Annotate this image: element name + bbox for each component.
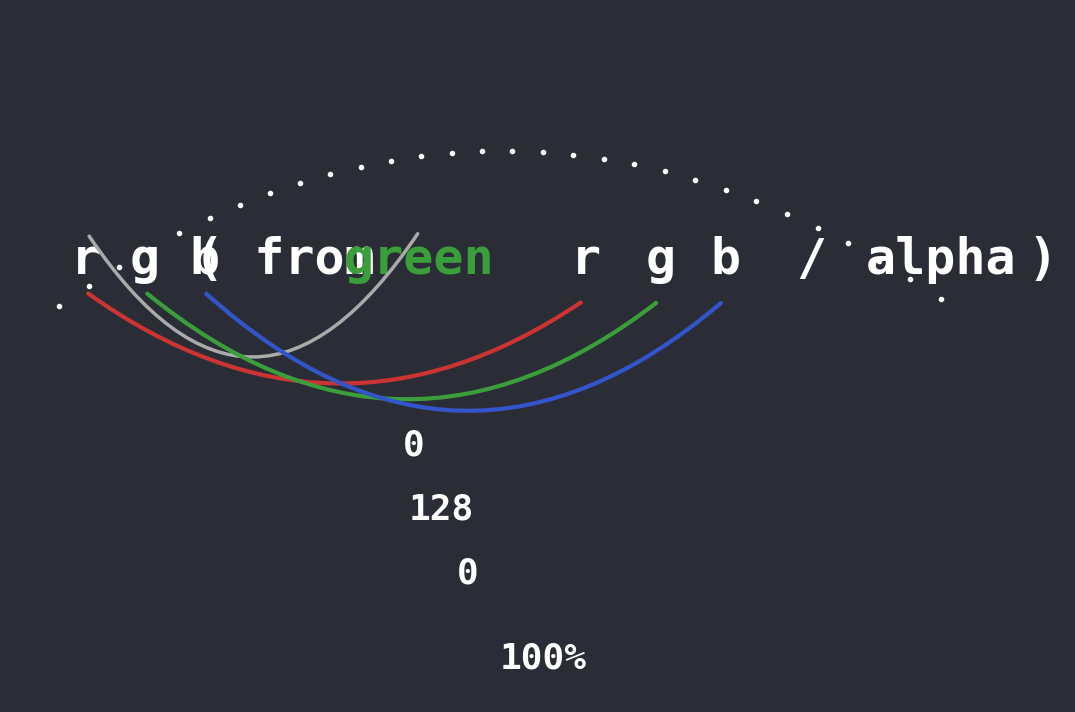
- Point: [778, 208, 796, 219]
- FancyArrowPatch shape: [89, 234, 418, 357]
- Text: r: r: [71, 236, 101, 284]
- Text: 128: 128: [408, 492, 473, 526]
- Point: [413, 150, 430, 162]
- Point: [656, 166, 673, 177]
- Point: [596, 153, 613, 164]
- Text: g: g: [130, 236, 160, 284]
- Point: [111, 261, 128, 273]
- Point: [473, 145, 490, 157]
- Text: alpha: alpha: [865, 236, 1016, 284]
- Point: [383, 155, 400, 166]
- Point: [81, 280, 98, 291]
- FancyArrowPatch shape: [88, 293, 580, 384]
- Point: [748, 195, 765, 206]
- Text: 0: 0: [403, 428, 425, 462]
- Text: 0: 0: [457, 556, 478, 590]
- Point: [201, 213, 218, 224]
- Point: [141, 244, 158, 255]
- Text: b: b: [189, 236, 219, 284]
- FancyArrowPatch shape: [147, 293, 656, 399]
- Point: [840, 238, 857, 249]
- Point: [352, 161, 369, 172]
- Text: /: /: [797, 236, 827, 284]
- Text: 100%: 100%: [500, 642, 586, 676]
- Text: b: b: [711, 236, 741, 284]
- Point: [717, 184, 734, 195]
- Point: [534, 147, 551, 158]
- Text: r: r: [571, 236, 601, 284]
- Text: g: g: [646, 236, 676, 284]
- Point: [51, 300, 68, 312]
- FancyArrowPatch shape: [206, 294, 721, 411]
- Point: [901, 273, 918, 285]
- Point: [291, 177, 309, 189]
- Point: [564, 149, 582, 160]
- Point: [504, 145, 521, 157]
- Point: [626, 159, 643, 170]
- FancyArrowPatch shape: [850, 245, 938, 298]
- Text: green: green: [344, 236, 494, 284]
- Point: [809, 222, 827, 234]
- Text: ): ): [1028, 236, 1058, 284]
- Point: [171, 227, 188, 239]
- Text: ( from: ( from: [195, 236, 375, 284]
- Point: [261, 187, 278, 199]
- Point: [871, 255, 888, 266]
- Point: [321, 168, 339, 179]
- Point: [932, 293, 949, 305]
- Point: [231, 199, 248, 211]
- Point: [687, 174, 704, 185]
- Point: [443, 147, 460, 159]
